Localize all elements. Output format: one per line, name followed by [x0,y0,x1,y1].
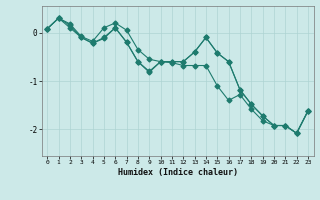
X-axis label: Humidex (Indice chaleur): Humidex (Indice chaleur) [118,168,237,177]
